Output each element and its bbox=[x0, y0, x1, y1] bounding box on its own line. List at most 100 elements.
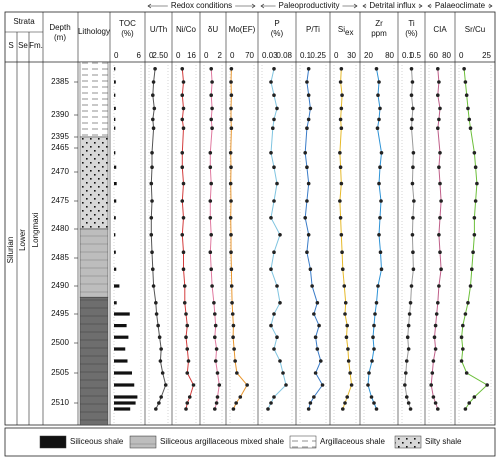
x-tick-label: 20 bbox=[364, 51, 373, 60]
track-point bbox=[229, 284, 234, 288]
track-point bbox=[404, 371, 408, 375]
legend-swatch bbox=[39, 435, 67, 449]
track-point bbox=[343, 312, 347, 316]
toc-bar bbox=[114, 199, 117, 203]
track-point bbox=[231, 335, 235, 340]
lithology-interval bbox=[79, 296, 109, 426]
strata-unit: Silurian bbox=[6, 237, 15, 264]
track-point bbox=[434, 312, 439, 316]
track-point bbox=[269, 80, 273, 84]
track-point bbox=[229, 126, 234, 130]
track-point bbox=[310, 284, 314, 288]
track-point bbox=[339, 126, 344, 130]
track-point bbox=[468, 126, 473, 130]
track-point bbox=[272, 250, 276, 254]
track-point bbox=[371, 335, 375, 340]
track-point bbox=[438, 250, 442, 254]
track-point bbox=[339, 67, 344, 71]
track-point bbox=[306, 233, 311, 237]
toc-bar bbox=[114, 80, 116, 84]
track-point bbox=[437, 165, 441, 169]
track-name-subscript: ex bbox=[345, 28, 353, 37]
track-point bbox=[209, 67, 213, 71]
track-point bbox=[437, 117, 441, 122]
track-point bbox=[229, 267, 234, 272]
group-label: Redox conditions bbox=[171, 1, 232, 10]
track-point bbox=[411, 267, 416, 272]
track-point bbox=[320, 383, 325, 387]
track-point bbox=[213, 407, 217, 411]
toc-bar bbox=[114, 395, 138, 399]
track-point bbox=[269, 151, 273, 155]
depth-tick-label: 2490 bbox=[51, 281, 69, 290]
track-line bbox=[267, 68, 287, 410]
x-tick-label: 0.08 bbox=[276, 51, 292, 60]
track-point bbox=[154, 312, 159, 316]
track-point bbox=[407, 312, 412, 316]
track-point bbox=[180, 93, 185, 97]
track-point bbox=[379, 267, 384, 272]
track-point bbox=[411, 250, 415, 254]
toc-bar bbox=[114, 371, 132, 375]
legend-frame bbox=[4, 427, 496, 457]
track-point bbox=[182, 301, 187, 305]
legend-swatch bbox=[129, 435, 157, 449]
track-point bbox=[462, 67, 466, 71]
track-line bbox=[230, 68, 248, 410]
depth-tick-label: 2475 bbox=[51, 196, 69, 205]
track-point bbox=[149, 181, 154, 186]
track-point bbox=[150, 165, 154, 169]
depth-tick-label: 2485 bbox=[51, 253, 69, 262]
track-point bbox=[409, 126, 414, 130]
track-name: Si bbox=[338, 25, 345, 34]
track-point bbox=[436, 126, 440, 130]
track-point bbox=[245, 383, 249, 387]
track-point bbox=[339, 106, 344, 111]
track-point bbox=[340, 250, 344, 254]
track-point bbox=[319, 359, 323, 363]
track-point bbox=[374, 67, 379, 71]
track-point bbox=[269, 216, 273, 220]
track-point bbox=[272, 165, 276, 169]
track-point bbox=[338, 165, 343, 169]
toc-bar bbox=[114, 359, 128, 363]
track-point bbox=[340, 93, 344, 97]
toc-bar bbox=[114, 301, 117, 305]
track-point bbox=[439, 199, 443, 203]
track-point bbox=[306, 117, 311, 122]
track-point bbox=[348, 371, 352, 375]
lithology-interval bbox=[79, 61, 109, 138]
track-name: U/Th bbox=[150, 25, 167, 34]
track-point bbox=[185, 323, 190, 328]
track-point bbox=[180, 165, 185, 169]
depth-tick-label: 2480 bbox=[51, 224, 69, 233]
track-point bbox=[438, 151, 442, 155]
track-point bbox=[305, 126, 309, 130]
toc-bar bbox=[114, 165, 117, 169]
track-point bbox=[406, 401, 411, 405]
track-point bbox=[436, 301, 440, 305]
track-point bbox=[228, 151, 233, 155]
strata-header: Strata bbox=[13, 17, 35, 26]
legend-swatch bbox=[289, 435, 317, 449]
track-point bbox=[467, 117, 472, 122]
track-point bbox=[229, 250, 233, 254]
track-point bbox=[438, 181, 442, 186]
track-name: (%) bbox=[271, 29, 284, 38]
track-point bbox=[229, 165, 233, 169]
track-point bbox=[284, 383, 288, 387]
track-name: ppm bbox=[371, 29, 387, 38]
legend-label: Silty shale bbox=[425, 437, 462, 446]
track-point bbox=[431, 359, 436, 363]
track-point bbox=[149, 233, 154, 237]
legend-label: Siliceous shale bbox=[70, 437, 124, 446]
track-point bbox=[152, 106, 157, 111]
track-point bbox=[156, 323, 160, 328]
track-point bbox=[275, 106, 279, 111]
track-name: (%) bbox=[405, 29, 418, 38]
x-tick-label: 0 bbox=[176, 51, 181, 60]
legend-label: Siliceous argillaceous mixed shale bbox=[160, 437, 285, 446]
track-point bbox=[475, 181, 479, 186]
track-point bbox=[372, 323, 376, 328]
